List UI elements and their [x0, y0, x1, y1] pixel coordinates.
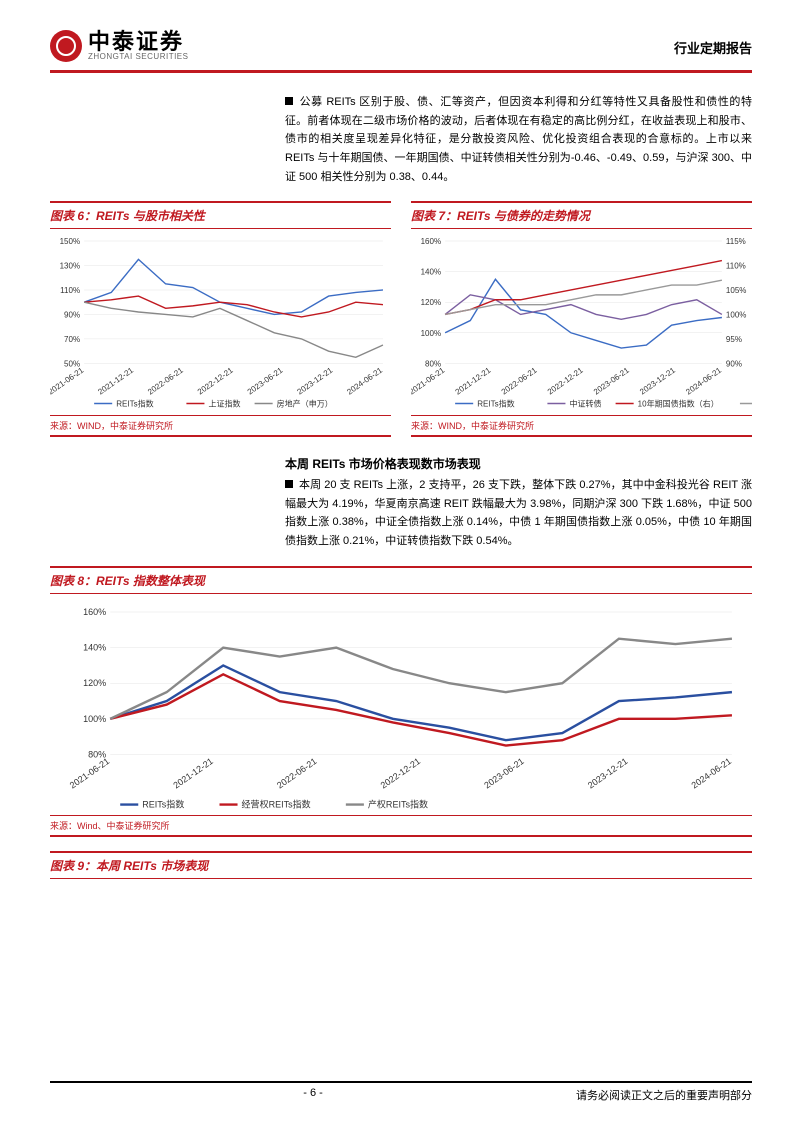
svg-text:10年期国债指数（右）: 10年期国债指数（右）: [638, 399, 719, 409]
chart-9-title: 图表 9：本周 REITs 市场表现: [50, 851, 752, 879]
svg-text:2022-06-21: 2022-06-21: [275, 756, 319, 791]
svg-text:90%: 90%: [726, 360, 742, 369]
footer-disclaimer: 请务必阅读正文之后的重要声明部分: [576, 1087, 752, 1103]
svg-text:2023-12-21: 2023-12-21: [296, 366, 335, 397]
svg-text:100%: 100%: [83, 714, 106, 724]
svg-text:2023-12-21: 2023-12-21: [586, 756, 630, 791]
chart-8-title: 图表 8：REITs 指数整体表现: [50, 566, 752, 594]
svg-text:2023-06-21: 2023-06-21: [246, 366, 285, 397]
svg-text:120%: 120%: [83, 678, 106, 688]
svg-text:中证转债: 中证转债: [569, 399, 601, 409]
svg-text:2023-06-21: 2023-06-21: [482, 756, 526, 791]
svg-text:2021-12-21: 2021-12-21: [96, 366, 135, 397]
logo-mark-icon: [50, 30, 82, 62]
svg-text:经营权REITs指数: 经营权REITs指数: [242, 798, 311, 809]
svg-text:上证指数: 上证指数: [208, 399, 240, 409]
logo: 中泰证券 ZHONGTAI SECURITIES: [50, 30, 188, 62]
svg-text:110%: 110%: [60, 286, 80, 295]
svg-text:100%: 100%: [421, 329, 442, 338]
svg-text:2021-06-21: 2021-06-21: [50, 366, 86, 397]
svg-text:2021-06-21: 2021-06-21: [411, 366, 447, 397]
svg-text:2024-06-21: 2024-06-21: [684, 366, 723, 397]
bullet-icon: [285, 97, 293, 105]
svg-text:115%: 115%: [726, 237, 746, 246]
svg-text:120%: 120%: [421, 299, 442, 308]
header-rule: [50, 70, 752, 73]
page-header: 中泰证券 ZHONGTAI SECURITIES 行业定期报告: [50, 30, 752, 62]
svg-text:2022-12-21: 2022-12-21: [379, 756, 423, 791]
svg-text:95%: 95%: [726, 335, 742, 344]
svg-text:2024-06-21: 2024-06-21: [690, 756, 734, 791]
chart-7: 图表 7：REITs 与债券的走势情况 80%100%120%140%160%9…: [411, 201, 752, 437]
svg-text:105%: 105%: [726, 286, 747, 295]
paragraph-2: 本周 20 支 REITs 上涨，2 支持平，26 支下跌，整体下跌 0.27%…: [285, 476, 752, 551]
page-number: - 6 -: [303, 1087, 323, 1103]
bullet-icon: [285, 480, 293, 488]
svg-text:70%: 70%: [64, 335, 80, 344]
logo-en: ZHONGTAI SECURITIES: [88, 53, 188, 61]
svg-text:140%: 140%: [421, 268, 442, 277]
svg-text:110%: 110%: [726, 262, 746, 271]
svg-text:房地产（申万）: 房地产（申万）: [277, 399, 333, 409]
svg-text:REITs指数: REITs指数: [477, 399, 514, 409]
para1-text: 公募 REITs 区别于股、债、汇等资产，但因资本利得和分红等特性又具备股性和债…: [285, 96, 752, 183]
chart-6: 图表 6：REITs 与股市相关性 50%70%90%110%130%150%2…: [50, 201, 391, 437]
svg-text:2023-12-21: 2023-12-21: [638, 366, 677, 397]
svg-text:160%: 160%: [83, 607, 106, 617]
chart-6-title: 图表 6：REITs 与股市相关性: [50, 201, 391, 229]
page-footer: - 6 - 请务必阅读正文之后的重要声明部分: [50, 1081, 752, 1103]
svg-text:2022-12-21: 2022-12-21: [196, 366, 235, 397]
svg-text:2022-06-21: 2022-06-21: [146, 366, 185, 397]
svg-text:2021-12-21: 2021-12-21: [171, 756, 215, 791]
svg-text:产权REITs指数: 产权REITs指数: [368, 798, 428, 809]
svg-text:2023-06-21: 2023-06-21: [592, 366, 631, 397]
report-type: 行业定期报告: [674, 30, 752, 57]
logo-cn: 中泰证券: [88, 31, 188, 53]
svg-text:130%: 130%: [60, 262, 81, 271]
svg-text:2024-06-21: 2024-06-21: [345, 366, 384, 397]
svg-text:140%: 140%: [83, 642, 106, 652]
svg-text:2022-12-21: 2022-12-21: [546, 366, 585, 397]
svg-text:2022-06-21: 2022-06-21: [500, 366, 539, 397]
chart-8: 图表 8：REITs 指数整体表现 80%100%120%140%160%202…: [50, 566, 752, 838]
chart-7-title: 图表 7：REITs 与债券的走势情况: [411, 201, 752, 229]
chart-6-source: 来源：WIND，中泰证券研究所: [50, 415, 391, 437]
svg-text:150%: 150%: [60, 237, 81, 246]
svg-text:2021-06-21: 2021-06-21: [68, 756, 112, 791]
chart-7-source: 来源：WIND，中泰证券研究所: [411, 415, 752, 437]
svg-text:160%: 160%: [421, 237, 442, 246]
svg-text:REITs指数: REITs指数: [142, 798, 184, 809]
svg-text:2021-12-21: 2021-12-21: [454, 366, 493, 397]
svg-text:90%: 90%: [64, 311, 80, 320]
para2-text: 本周 20 支 REITs 上涨，2 支持平，26 支下跌，整体下跌 0.27%…: [285, 479, 752, 547]
paragraph-1: 公募 REITs 区别于股、债、汇等资产，但因资本利得和分红等特性又具备股性和债…: [285, 93, 752, 186]
svg-text:100%: 100%: [726, 311, 747, 320]
chart-8-source: 来源：Wind、中泰证券研究所: [50, 815, 752, 837]
section-2-header: 本周 REITs 市场价格表现数市场表现: [285, 455, 752, 472]
svg-text:REITs指数: REITs指数: [116, 399, 153, 409]
